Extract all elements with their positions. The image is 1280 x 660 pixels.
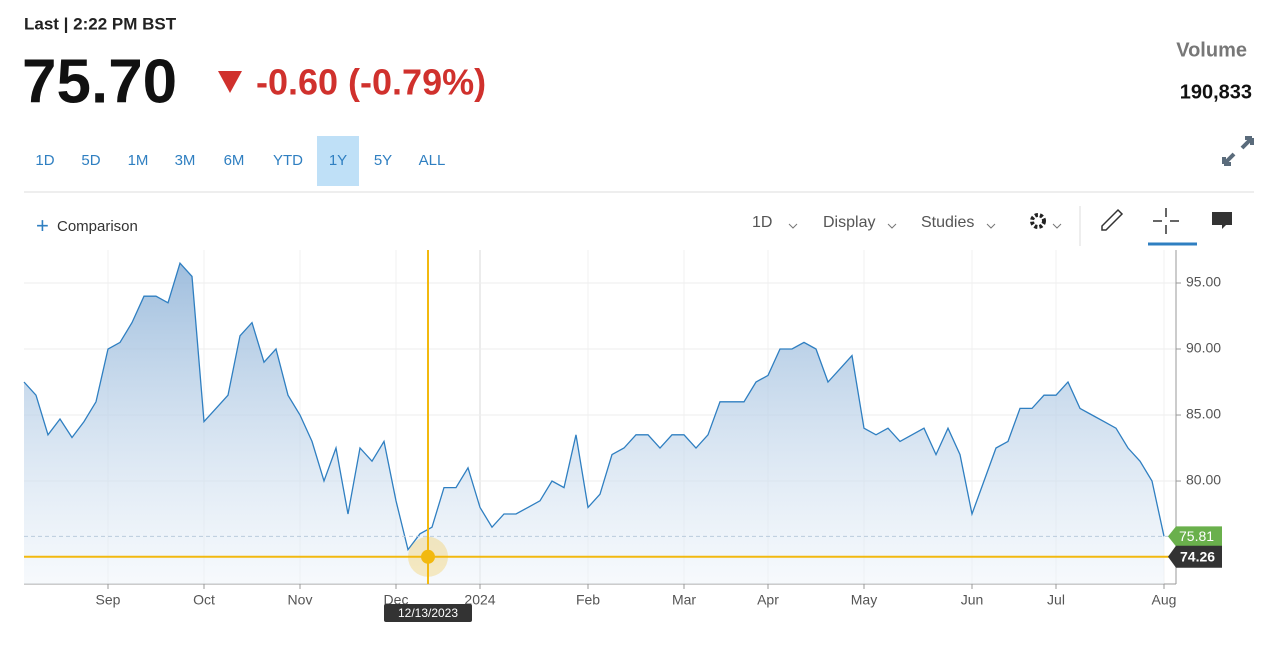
range-button[interactable]: 1D xyxy=(35,152,54,169)
comment-icon[interactable] xyxy=(1212,212,1232,229)
range-button[interactable]: 5D xyxy=(81,152,100,169)
y-tick-label: 90.00 xyxy=(1186,340,1221,356)
crosshair-date-tag xyxy=(384,604,472,622)
crosshair-icon[interactable] xyxy=(1153,208,1179,234)
x-tick-label: Jul xyxy=(1047,592,1065,608)
x-tick-label: 2024 xyxy=(464,592,495,608)
down-arrow xyxy=(218,71,242,93)
studies-button[interactable]: Studies xyxy=(921,214,974,231)
range-active-bg xyxy=(317,136,359,186)
comparison-button[interactable]: Comparison xyxy=(57,218,138,235)
crosshair-value-label: 74.26 xyxy=(1180,549,1215,565)
crosshair-dot xyxy=(421,549,435,564)
price-change: -0.60 (-0.79%) xyxy=(256,62,486,103)
interval-button[interactable]: 1D xyxy=(752,214,772,231)
last-value-label: 75.81 xyxy=(1179,528,1214,544)
volume: 190,833 xyxy=(1180,81,1252,103)
expand-icon[interactable] xyxy=(1222,136,1254,166)
x-tick-label: Apr xyxy=(757,592,779,608)
range-bar: 1D 5D 1M 3M 6M YTD 1Y 5Y ALL xyxy=(35,136,445,186)
settings-icon[interactable] xyxy=(1030,213,1046,229)
range-button[interactable]: 6M xyxy=(224,152,245,169)
range-button[interactable]: ALL xyxy=(419,152,446,169)
x-tick-label: May xyxy=(851,592,877,608)
last-label: Last | 2:22 PM BST xyxy=(24,14,177,33)
y-tick-label: 85.00 xyxy=(1186,406,1221,422)
line xyxy=(23,261,1165,552)
range-button[interactable]: YTD xyxy=(273,152,303,169)
range-button[interactable]: 3M xyxy=(175,152,196,169)
crosshair-value-tag xyxy=(1168,545,1222,568)
chart: Sep Oct Nov Dec 2024 Feb Mar Apr May Jun Jul Aug 80.… xyxy=(23,250,1222,622)
x-tick-label: Aug xyxy=(1152,592,1177,608)
x-tick-label: Dec xyxy=(384,592,409,608)
x-tick-label: Feb xyxy=(576,592,600,608)
x-tick-label: Sep xyxy=(96,592,121,608)
volume-label: Volume xyxy=(1176,39,1247,61)
plus-icon[interactable]: + xyxy=(36,213,49,238)
y-tick-label: 80.00 xyxy=(1186,472,1221,488)
x-tick-label: Nov xyxy=(288,592,313,608)
range-button[interactable]: 1M xyxy=(128,152,149,169)
x-tick-label: Mar xyxy=(672,592,696,608)
range-button[interactable]: 5Y xyxy=(374,152,392,169)
draw-icon[interactable] xyxy=(1101,208,1124,231)
y-tick-label: 95.00 xyxy=(1186,274,1221,290)
display-button[interactable]: Display xyxy=(823,214,875,231)
x-tick-label: Jun xyxy=(961,592,984,608)
chevrons xyxy=(788,223,1062,229)
price: 75.70 xyxy=(22,47,177,116)
area xyxy=(24,263,1164,584)
range-button[interactable]: 1Y xyxy=(329,152,347,169)
last-value-tag xyxy=(1168,526,1222,547)
crosshair-date-label: 12/13/2023 xyxy=(398,606,458,620)
x-tick-label: Oct xyxy=(193,592,215,608)
